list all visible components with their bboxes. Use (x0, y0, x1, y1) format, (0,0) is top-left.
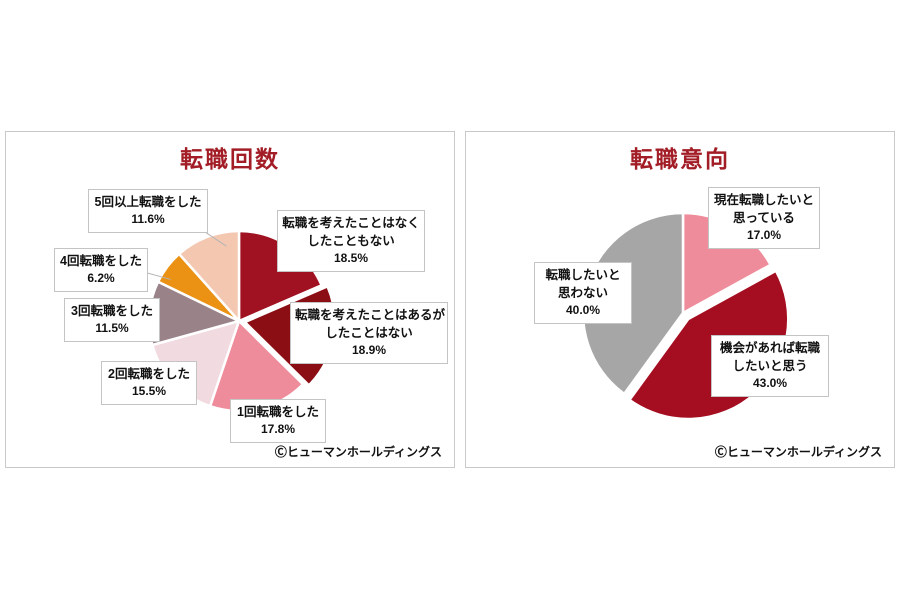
callout-percent: 40.0% (565, 303, 601, 318)
callout-label: 転職を考えたことはなく (282, 216, 420, 230)
callout-label: したこともない (307, 234, 395, 249)
callout-label: 機会があれば転職 (719, 341, 820, 355)
right-chart-title: 転職意向 (630, 146, 730, 172)
left-chart-panel: 転職回数 5回以上転職をした 11.6% 4回転職をした 6.2% 3回転職をし… (5, 131, 455, 468)
left-chart-title: 転職回数 (180, 146, 280, 172)
callout-percent: 18.5% (333, 251, 369, 266)
callout-considered-not-done: 転職を考えたことはあるが したことはない 18.9% (290, 302, 448, 364)
copyright-credit: Ⓒヒューマンホールディングス (274, 445, 442, 459)
callout-percent: 11.5% (95, 321, 129, 336)
callout-label: 5回以上転職をした (94, 195, 202, 209)
callout-label: 転職を考えたことはあるが (295, 308, 446, 322)
callout-percent: 17.8% (260, 422, 296, 437)
copyright-credit: Ⓒヒューマンホールディングス (714, 445, 882, 459)
callout-percent: 15.5% (131, 384, 167, 399)
callout-label: したいと思う (732, 359, 808, 374)
callout-label: 現在転職したいと (713, 193, 814, 207)
callout-label: 2回転職をした (108, 367, 190, 381)
right-chart-panel: 転職意向 現在転職したいと 思っている 17.0% 転職したいと 思わない 40… (465, 131, 895, 468)
callout-no-desire-to-change: 転職したいと 思わない 40.0% (534, 262, 632, 324)
pie-chart-job-change-intention (581, 211, 790, 421)
callout-percent: 6.2% (87, 271, 115, 286)
callout-label: 1回転職をした (237, 405, 319, 419)
callout-percent: 11.6% (131, 212, 165, 227)
callout-label: 転職したいと (545, 268, 621, 282)
pie-chart-job-change-count (147, 229, 337, 413)
callout-percent: 18.9% (351, 343, 387, 358)
callout-label: したことはない (325, 326, 413, 341)
callout-1-job-change: 1回転職をした 17.8% (230, 399, 326, 443)
callout-want-to-change-now: 現在転職したいと 思っている 17.0% (708, 187, 820, 249)
callout-3-job-changes: 3回転職をした 11.5% (64, 298, 160, 342)
callout-change-if-opportunity: 機会があれば転職 したいと思う 43.0% (711, 335, 829, 397)
callout-percent: 17.0% (746, 228, 782, 243)
callout-label: 4回転職をした (60, 254, 142, 268)
callout-never-considered: 転職を考えたことはなく したこともない 18.5% (277, 210, 425, 272)
pie-slice (177, 229, 241, 323)
callout-label: 思っている (733, 211, 795, 226)
callout-label: 思わない (557, 286, 608, 301)
callout-label: 3回転職をした (71, 304, 153, 318)
callout-5-plus-job-changes: 5回以上転職をした 11.6% (88, 189, 208, 233)
callout-percent: 43.0% (752, 376, 788, 391)
callout-4-job-changes: 4回転職をした 6.2% (54, 248, 148, 292)
callout-2-job-changes: 2回転職をした 15.5% (101, 361, 197, 405)
